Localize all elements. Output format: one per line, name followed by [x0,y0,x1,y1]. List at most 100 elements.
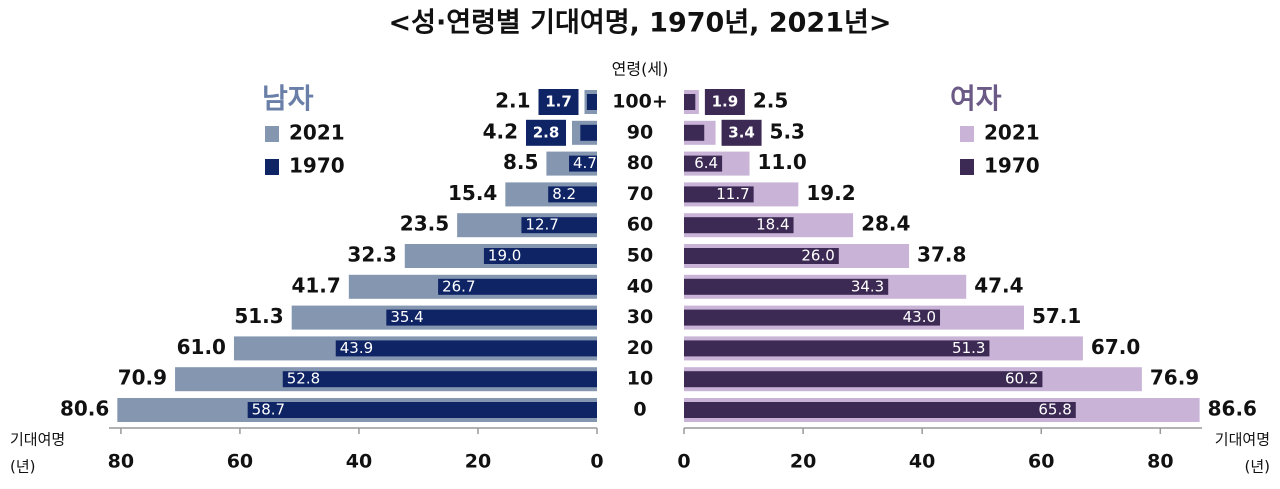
bar-1970 [684,371,1043,388]
value-label-2021: 57.1 [1032,304,1081,328]
value-label-2021: 23.5 [400,212,449,236]
x-tick-label: 20 [790,451,816,473]
value-label-2021: 67.0 [1091,335,1140,359]
value-label-2021: 8.5 [503,150,538,174]
bar-1970 [386,309,597,326]
legend-label: 1970 [289,154,345,178]
age-label: 60 [627,214,653,236]
bar-1970 [569,155,597,172]
bar-1970 [438,278,597,295]
x-tick-label: 60 [1028,451,1054,473]
value-label-1970: 43.9 [340,339,373,357]
bar-1970 [684,94,696,110]
x-tick-label: 40 [909,451,935,473]
value-label-2021: 61.0 [177,335,226,359]
age-label: 80 [627,152,653,174]
x-tick-label: 0 [590,451,603,473]
bar-1970 [335,340,597,357]
chart-title: <성·연령별 기대여명, 1970년, 2021년> [389,8,892,39]
value-label-1970: 19.0 [488,247,521,265]
value-label-1970: 4.7 [573,154,597,172]
value-label-1970: 65.8 [1038,401,1071,419]
value-label-2021: 86.6 [1208,397,1257,421]
value-label-1970: 52.8 [287,370,320,388]
value-label-1970: 43.0 [903,308,936,326]
value-label-2021: 4.2 [483,119,518,143]
x-axis-unit: (년) [1244,458,1270,476]
bar-1970 [684,309,941,326]
x-tick-label: 60 [227,451,253,473]
value-label-1970: 2.8 [533,123,560,141]
value-label-2021: 37.8 [917,243,966,267]
age-label: 0 [633,399,646,421]
value-label-2021: 76.9 [1150,366,1199,390]
age-label: 30 [627,306,653,328]
bar-1970 [684,402,1076,418]
bar-1970 [684,155,723,172]
value-label-1970: 60.2 [1005,370,1038,388]
value-label-2021: 47.4 [974,273,1023,297]
legend-title: 남자 [262,82,314,115]
legend-swatch [960,126,974,142]
value-label-1970: 11.7 [716,185,749,203]
value-label-2021: 2.5 [753,89,788,113]
label-box [538,89,579,115]
value-label-1970: 3.4 [728,123,755,141]
age-label: 70 [627,183,653,205]
value-label-2021: 70.9 [118,366,167,390]
age-label: 20 [627,337,653,359]
legend-title: 여자 [950,82,1002,115]
age-label: 50 [627,245,653,267]
x-tick-label: 80 [108,451,134,473]
value-label-1970: 34.3 [851,277,884,295]
value-label-2021: 80.6 [60,397,109,421]
value-label-1970: 58.7 [252,401,285,419]
value-label-2021: 15.4 [448,181,497,205]
value-label-2021: 28.4 [861,212,910,236]
value-label-2021: 19.2 [806,181,855,205]
value-label-2021: 5.3 [770,119,805,143]
bar-1970 [548,186,597,203]
value-label-1970: 1.7 [545,93,572,111]
bar-1970 [580,124,597,141]
age-label: 40 [627,275,653,297]
bar-1970 [684,217,794,234]
legend-swatch [265,159,279,175]
bar-1970 [684,124,705,141]
value-label-1970: 1.9 [712,93,739,111]
value-label-2021: 2.1 [495,89,530,113]
value-label-2021: 11.0 [757,150,806,174]
value-label-1970: 12.7 [525,216,558,234]
value-label-1970: 35.4 [390,308,423,326]
label-box [704,89,745,115]
value-label-2021: 32.3 [347,243,396,267]
age-label: 100+ [612,91,668,113]
age-label: 90 [627,121,653,143]
x-axis-label: 기대여명 [1215,431,1270,449]
bar-1970 [586,94,597,110]
legend-swatch [265,126,279,142]
x-axis-unit: (년) [10,458,36,476]
value-label-1970: 26.7 [442,277,475,295]
value-label-1970: 18.4 [756,216,789,234]
legend-swatch [960,159,974,175]
legend-label: 2021 [289,121,345,145]
legend-label: 2021 [984,121,1040,145]
age-label: 10 [627,368,653,390]
bar-1970 [684,186,754,203]
x-tick-label: 0 [677,451,690,473]
value-label-2021: 51.3 [234,304,283,328]
bar-1970 [521,217,597,234]
x-axis-label: 기대여명 [10,431,65,449]
value-label-1970: 8.2 [552,185,576,203]
bar-1970 [483,248,597,264]
bar-1970 [684,278,889,295]
value-label-1970: 51.3 [952,339,985,357]
bar-1970 [282,371,597,388]
value-label-2021: 41.7 [291,273,340,297]
bar-1970 [247,402,597,418]
label-box [526,119,567,146]
x-tick-label: 80 [1147,451,1173,473]
value-label-1970: 6.4 [694,154,718,172]
